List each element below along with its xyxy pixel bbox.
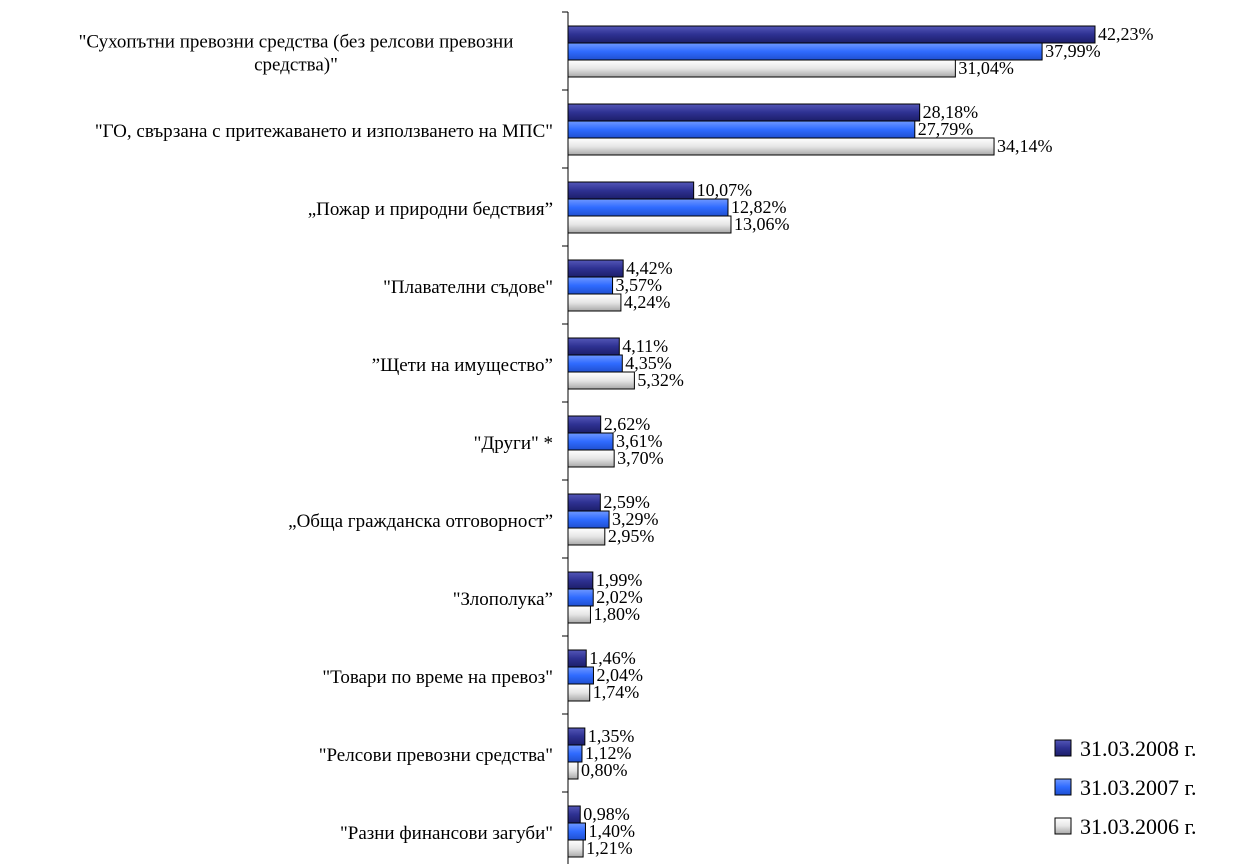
legend-swatch bbox=[1054, 739, 1072, 757]
legend-swatch bbox=[1054, 817, 1072, 835]
bar bbox=[567, 605, 591, 624]
data-label: 0,98% bbox=[583, 804, 630, 824]
bar bbox=[567, 839, 584, 858]
data-label: 12,82% bbox=[731, 197, 787, 217]
category-label: ”Щети на имущество” bbox=[372, 355, 553, 376]
data-label: 5,32% bbox=[637, 370, 684, 390]
data-label: 3,61% bbox=[616, 431, 663, 451]
data-label: 2,04% bbox=[596, 665, 643, 685]
legend-swatch bbox=[1054, 778, 1072, 796]
legend-label: 31.03.2007 г. bbox=[1080, 775, 1197, 800]
category-label: "Разни финансови загуби" bbox=[340, 823, 553, 844]
data-label: 28,18% bbox=[923, 102, 979, 122]
category-label: средства)" bbox=[254, 55, 338, 76]
legend-label: 31.03.2006 г. bbox=[1080, 814, 1197, 839]
data-label: 4,42% bbox=[626, 258, 673, 278]
bar bbox=[567, 371, 635, 390]
legend: 31.03.2008 г. 31.03.2007 г. 31.03.2006 г. bbox=[1054, 736, 1197, 839]
bar bbox=[567, 510, 610, 529]
data-label: 1,40% bbox=[588, 821, 635, 841]
category-label: "Релсови превозни средства" bbox=[319, 745, 553, 766]
data-label: 0,80% bbox=[581, 760, 628, 780]
data-label: 2,95% bbox=[608, 526, 655, 546]
data-label: 1,46% bbox=[589, 648, 636, 668]
bar bbox=[567, 415, 602, 434]
data-label: 2,59% bbox=[603, 492, 650, 512]
data-label: 1,21% bbox=[586, 838, 633, 858]
bar bbox=[567, 493, 601, 512]
bar bbox=[567, 649, 587, 668]
bar bbox=[567, 527, 606, 546]
data-label: 1,35% bbox=[588, 726, 635, 746]
bar bbox=[567, 181, 695, 200]
data-label: 1,80% bbox=[593, 604, 640, 624]
data-label: 3,70% bbox=[617, 448, 664, 468]
bar bbox=[567, 276, 614, 295]
data-label: 42,23% bbox=[1098, 24, 1154, 44]
bar bbox=[567, 59, 956, 78]
bar bbox=[567, 588, 594, 607]
data-label: 1,12% bbox=[585, 743, 632, 763]
data-label: 3,29% bbox=[612, 509, 659, 529]
bar bbox=[567, 727, 586, 746]
bar bbox=[567, 120, 916, 139]
category-label: "Сухопътни превозни средства (без релсов… bbox=[79, 32, 514, 53]
category-label: "Товари по време на превоз" bbox=[322, 667, 553, 688]
bar bbox=[567, 25, 1096, 44]
bar bbox=[567, 744, 583, 763]
category-label: "Злополука” bbox=[453, 589, 553, 610]
bar bbox=[567, 822, 586, 841]
category-label: „Пожар и природни бедствия” bbox=[308, 199, 553, 220]
category-label: "ГО, свързана с притежаването и използва… bbox=[95, 121, 553, 142]
bar bbox=[567, 337, 620, 356]
bar bbox=[567, 571, 594, 590]
data-label: 37,99% bbox=[1045, 41, 1101, 61]
data-label: 31,04% bbox=[958, 58, 1014, 78]
data-label: 13,06% bbox=[734, 214, 790, 234]
category-axis bbox=[562, 11, 569, 864]
category-label: "Други" * bbox=[474, 433, 553, 454]
value-labels: 42,23% 28,18% 10,07% 4,42% 4,11% 2,62% 2,59% 1,… bbox=[581, 24, 1154, 858]
category-labels: "Сухопътни превозни средства (без релсов… bbox=[79, 32, 553, 845]
bar bbox=[567, 805, 581, 824]
bar bbox=[567, 137, 995, 156]
data-label: 1,99% bbox=[596, 570, 643, 590]
data-label: 2,02% bbox=[596, 587, 643, 607]
category-label: "Плавателни съдове" bbox=[383, 277, 553, 298]
bar bbox=[567, 215, 732, 234]
legend-label: 31.03.2008 г. bbox=[1080, 736, 1197, 761]
data-label: 4,35% bbox=[625, 353, 672, 373]
data-label: 34,14% bbox=[997, 136, 1053, 156]
bar bbox=[567, 432, 614, 451]
data-label: 1,74% bbox=[593, 682, 640, 702]
bar bbox=[567, 683, 591, 702]
bar bbox=[567, 449, 615, 468]
bar bbox=[567, 198, 729, 217]
bars bbox=[567, 25, 1096, 858]
data-label: 3,57% bbox=[616, 275, 663, 295]
bar bbox=[567, 761, 579, 780]
bar bbox=[567, 666, 594, 685]
data-label: 10,07% bbox=[697, 180, 753, 200]
bar bbox=[567, 293, 622, 312]
data-label: 27,79% bbox=[918, 119, 974, 139]
data-label: 4,24% bbox=[624, 292, 671, 312]
bar bbox=[567, 354, 623, 373]
bar bbox=[567, 103, 921, 122]
data-label: 2,62% bbox=[604, 414, 651, 434]
data-label: 4,11% bbox=[622, 336, 668, 356]
category-label: „Обща гражданска отговорност” bbox=[288, 511, 553, 532]
